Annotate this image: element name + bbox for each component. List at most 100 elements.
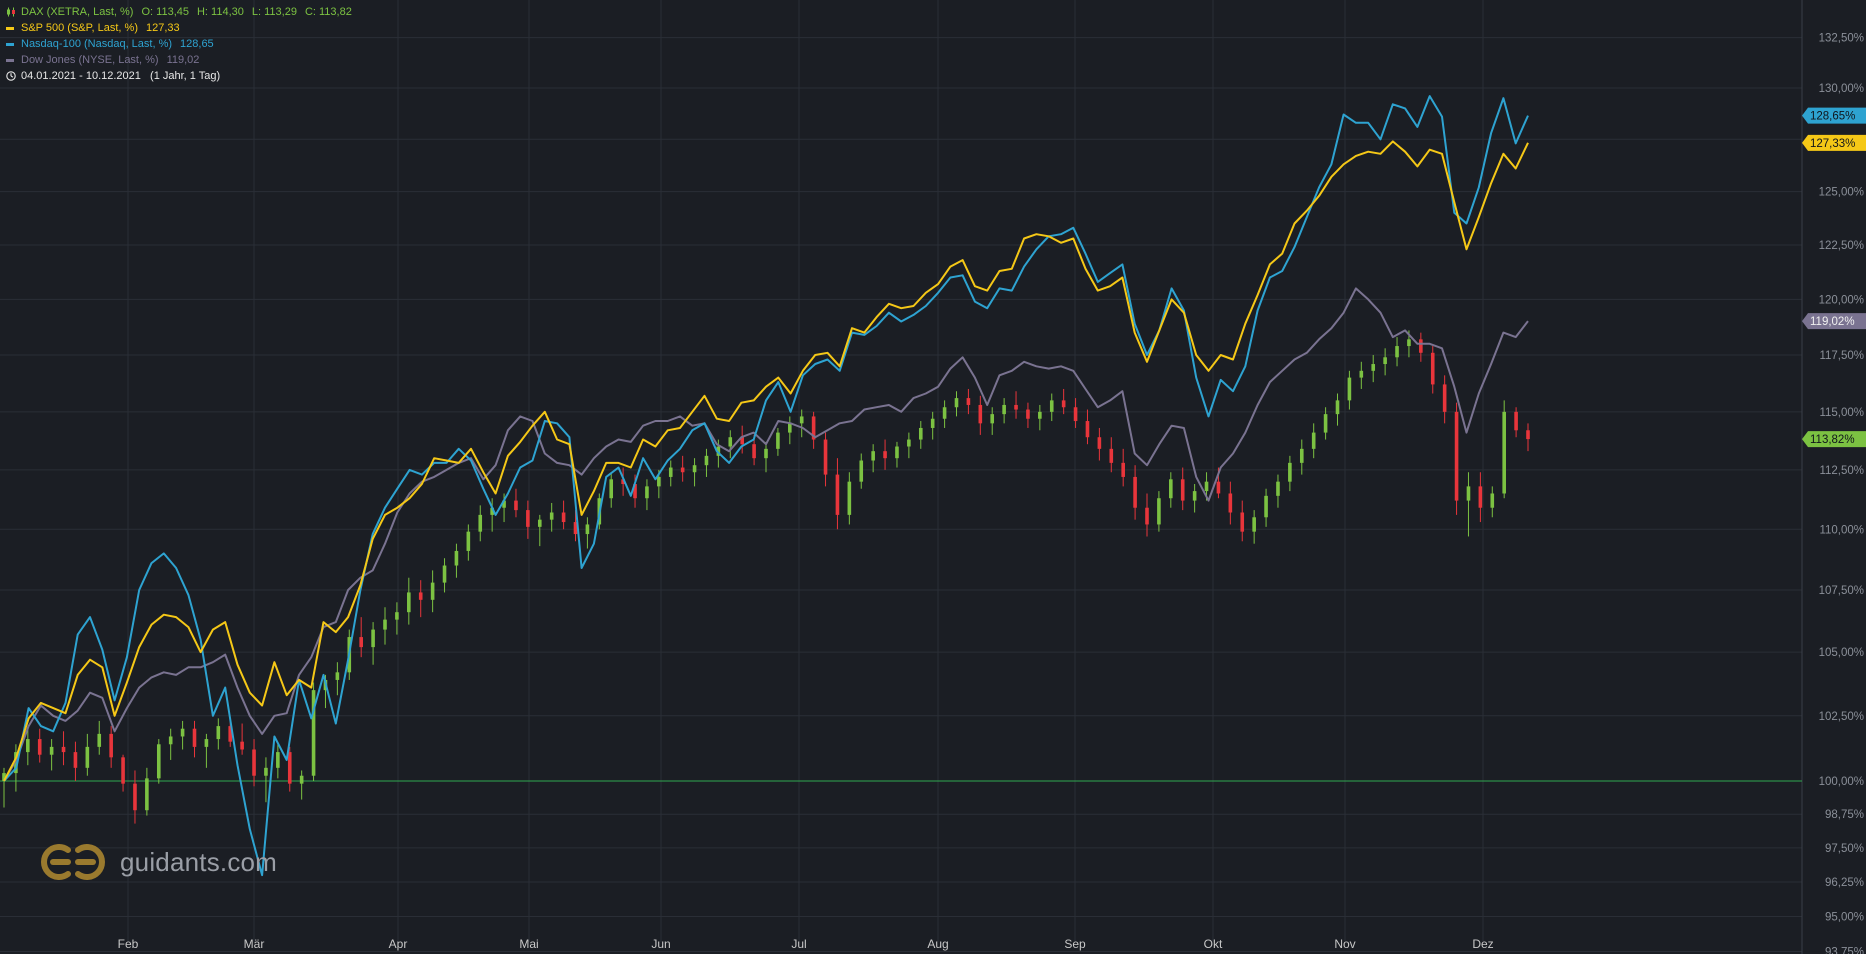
dax-candle-body [680,467,685,473]
dax-candle-body [1228,493,1233,513]
x-tick-label: Dez [1472,937,1493,951]
x-tick-label: Sep [1064,937,1086,951]
x-tick-label: Feb [118,937,139,951]
dax-candle-body [466,531,471,551]
dax-candle-body [1335,400,1340,415]
y-tick-label: 95,00% [1825,911,1864,923]
dax-candle-body [1371,364,1376,371]
x-tick-label: Aug [927,937,948,951]
dax-candle-body [561,512,566,523]
dax-candle-body [704,455,709,466]
dax-candle-body [26,739,30,753]
dax-candle-body [716,446,721,456]
dax-candle-body [1323,414,1328,433]
last-value-tag-text: 119,02% [1810,316,1855,328]
dax-candle-body [418,592,423,600]
dax-candle-body [1014,404,1018,410]
legend-dax-close: C: 113,82 [304,6,352,18]
dax-candle-body [252,749,256,776]
dax-candle-body [502,500,506,508]
dax-candle-body [930,418,935,428]
last-value-tag-text: 128,65% [1810,111,1855,123]
dax-candle-body [133,783,137,811]
dax-candle-body [37,739,42,755]
dax-candle-body [1180,479,1185,501]
last-value-tag-text: 127,33% [1810,138,1855,150]
dax-candle-body [192,728,197,747]
legend-dow[interactable]: Dow Jones (NYSE, Last, %) 119,02 [6,52,352,68]
dax-candle-body [895,446,899,459]
dax-candle-body [1502,411,1506,494]
dax-candle-body [1252,517,1256,532]
legend-period-text: 04.01.2021 - 10.12.2021 (1 Jahr, 1 Tag) [21,70,221,82]
dax-candle-body [359,637,363,648]
dax-candle-body [1419,339,1423,353]
dax-candle-body [657,476,661,487]
dax-candle-body [442,565,447,583]
legend-nasdaq[interactable]: Nasdaq-100 (Nasdaq, Last, %) 128,65 [6,36,352,52]
dax-candle-body [1466,486,1471,501]
y-tick-label: 105,00% [1819,647,1864,659]
nasdaq-swatch [6,42,14,46]
dax-candle-body [1490,493,1495,508]
legend-dax-high: H: 114,30 [196,6,244,18]
dax-candle-body [1276,481,1280,496]
dax-candle-body [954,398,959,408]
dax-candle-body [228,726,233,742]
dax-candle-body [859,460,864,482]
dax-candle-body [907,439,911,447]
last-value-tag-bg [1802,431,1866,448]
dax-candle-body [1109,448,1114,463]
legend-dax-open: O: 113,45 [141,6,189,18]
dax-candle-body [311,690,316,776]
dax-candle-body [240,741,244,750]
dax-candle-body [847,481,852,515]
dax-candle-body [430,582,435,600]
dax-candle-body [2,773,6,781]
guidants-logo: guidants.com [38,842,277,882]
legend-sp500[interactable]: S&P 500 (S&P, Last, %) 127,33 [6,20,352,36]
dax-candle-body [1311,432,1316,449]
legend-dax-name: DAX (XETRA, Last, %) [21,6,134,18]
chart-legend: DAX (XETRA, Last, %) O: 113,45 H: 114,30… [6,4,352,84]
dax-candle-body [1407,339,1411,347]
dax-candle-body [216,726,221,740]
dax-candle-body [990,414,995,424]
dax-candle-body [1347,377,1352,401]
dax-candle-body [335,672,340,680]
y-tick-label: 132,50% [1819,33,1864,45]
dax-candle-body [156,744,161,779]
dax-candle-body [1216,481,1221,494]
dax-last-value-tag: 113,82% [1802,431,1866,448]
dax-candle-body [204,739,209,747]
dax-candle-body [1430,352,1435,385]
y-tick-label: 102,50% [1819,711,1864,723]
dax-candle-body [454,550,459,566]
dax-candle-body [942,407,947,419]
dax-candle-body [49,746,54,755]
legend-dax[interactable]: DAX (XETRA, Last, %) O: 113,45 H: 114,30… [6,4,352,20]
dax-candle-body [1085,421,1090,438]
dax-candle-body [871,451,875,461]
dax-candle-body [97,733,102,747]
x-tick-label: Mär [244,937,265,951]
y-tick-label: 120,00% [1819,294,1864,306]
dax-candle-body [728,437,733,447]
y-tick-label: 112,50% [1819,465,1864,477]
dax-candle-body [1026,409,1030,419]
dax-candle-body [645,486,649,499]
last-value-tag-bg [1802,134,1866,151]
dax-candle-body [883,451,887,459]
dax-candle-body [752,444,756,459]
dax-candle-body [573,522,578,535]
x-tick-label: Mai [519,937,538,951]
legend-period[interactable]: 04.01.2021 - 10.12.2021 (1 Jahr, 1 Tag) [6,68,352,84]
dax-candle-body [395,612,399,620]
y-tick-label: 117,50% [1819,350,1864,362]
x-tick-label: Okt [1204,937,1223,951]
dax-candle-body [168,736,173,745]
dow-swatch [6,58,14,62]
dax-candle-body [371,629,375,648]
dax-candle-body [85,746,90,768]
